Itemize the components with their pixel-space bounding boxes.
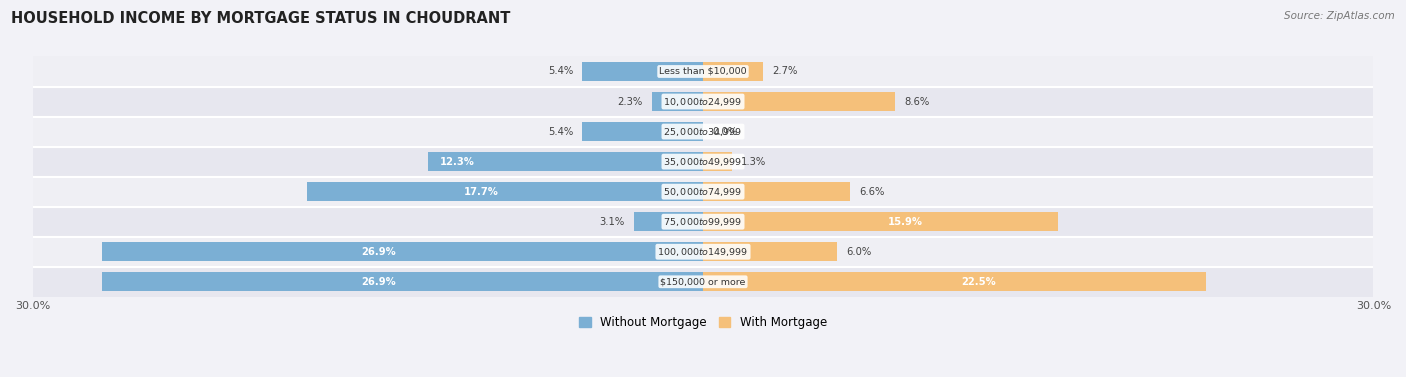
- Bar: [32, 86, 1374, 116]
- Text: 26.9%: 26.9%: [361, 277, 395, 287]
- Bar: [634, 212, 703, 231]
- Bar: [703, 212, 1059, 231]
- Text: 1.3%: 1.3%: [741, 156, 766, 167]
- Bar: [582, 62, 703, 81]
- Text: 5.4%: 5.4%: [548, 127, 574, 136]
- Bar: [32, 267, 1374, 297]
- Text: $75,000 to $99,999: $75,000 to $99,999: [664, 216, 742, 228]
- Legend: Without Mortgage, With Mortgage: Without Mortgage, With Mortgage: [574, 312, 832, 334]
- Bar: [32, 116, 1374, 147]
- Text: 2.3%: 2.3%: [617, 97, 643, 107]
- Bar: [32, 207, 1374, 237]
- Text: 15.9%: 15.9%: [887, 217, 922, 227]
- Text: 6.6%: 6.6%: [859, 187, 884, 197]
- Text: 0.0%: 0.0%: [711, 127, 737, 136]
- Text: $35,000 to $49,999: $35,000 to $49,999: [664, 156, 742, 168]
- Text: 3.1%: 3.1%: [599, 217, 624, 227]
- Bar: [32, 147, 1374, 177]
- Text: 17.7%: 17.7%: [464, 187, 499, 197]
- Text: $50,000 to $74,999: $50,000 to $74,999: [664, 185, 742, 198]
- Text: 22.5%: 22.5%: [962, 277, 995, 287]
- Text: $10,000 to $24,999: $10,000 to $24,999: [664, 95, 742, 107]
- Bar: [703, 62, 763, 81]
- Bar: [703, 242, 837, 261]
- Bar: [429, 152, 703, 171]
- Text: HOUSEHOLD INCOME BY MORTGAGE STATUS IN CHOUDRANT: HOUSEHOLD INCOME BY MORTGAGE STATUS IN C…: [11, 11, 510, 26]
- Text: 12.3%: 12.3%: [439, 156, 474, 167]
- Bar: [651, 92, 703, 111]
- Bar: [32, 177, 1374, 207]
- Bar: [703, 273, 1206, 291]
- Bar: [32, 237, 1374, 267]
- Bar: [101, 273, 703, 291]
- Text: $100,000 to $149,999: $100,000 to $149,999: [658, 246, 748, 258]
- Text: Less than $10,000: Less than $10,000: [659, 67, 747, 76]
- Text: Source: ZipAtlas.com: Source: ZipAtlas.com: [1284, 11, 1395, 21]
- Bar: [32, 57, 1374, 86]
- Text: $150,000 or more: $150,000 or more: [661, 277, 745, 286]
- Bar: [703, 182, 851, 201]
- Text: 2.7%: 2.7%: [772, 66, 797, 77]
- Bar: [703, 92, 896, 111]
- Bar: [703, 152, 733, 171]
- Bar: [308, 182, 703, 201]
- Text: 6.0%: 6.0%: [846, 247, 872, 257]
- Text: $25,000 to $34,999: $25,000 to $34,999: [664, 126, 742, 138]
- Bar: [101, 242, 703, 261]
- Bar: [582, 122, 703, 141]
- Text: 8.6%: 8.6%: [904, 97, 929, 107]
- Text: 5.4%: 5.4%: [548, 66, 574, 77]
- Text: 26.9%: 26.9%: [361, 247, 395, 257]
